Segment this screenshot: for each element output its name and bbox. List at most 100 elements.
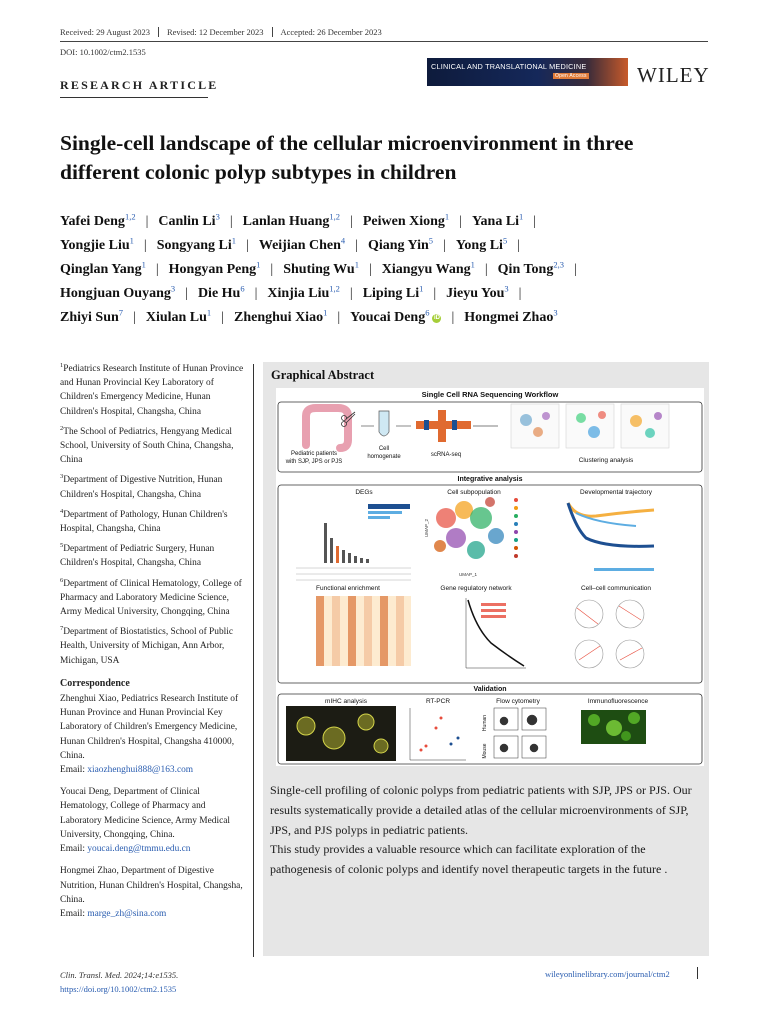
author-name-text: Hongyan Peng	[168, 262, 257, 277]
author-name[interactable]: Hongjuan Ouyang3	[60, 283, 176, 301]
author-separator: |	[533, 214, 537, 229]
author-name[interactable]: Xiulan Lu1	[146, 307, 212, 325]
affiliation-superscript[interactable]: 1	[470, 259, 475, 270]
affiliation-superscript[interactable]: 1	[141, 259, 146, 270]
email-link[interactable]: youcai.deng@tmmu.edu.cn	[87, 844, 191, 855]
affiliation-number: 4	[60, 507, 64, 515]
footer-doi-link[interactable]: https://doi.org/10.1002/ctm2.1535	[60, 983, 177, 994]
email-link[interactable]: marge_zh@sina.com	[87, 908, 167, 919]
author-name[interactable]: Shuting Wu1	[283, 259, 359, 277]
author-separator: |	[221, 310, 224, 325]
affiliation-superscript[interactable]: 3	[553, 307, 558, 318]
correspondence-list: Zhenghui Xiao, Pediatrics Research Insti…	[60, 692, 246, 921]
author-name-text: Xiangyu Wang	[381, 262, 471, 277]
author-name[interactable]: Yafei Deng1,2	[60, 211, 136, 229]
author-name[interactable]: Hongmei Zhao3	[464, 307, 558, 325]
affiliation-superscript[interactable]: 1	[129, 235, 134, 246]
affiliation-text: Department of Clinical Hematology, Colle…	[60, 578, 242, 618]
affiliation-superscript[interactable]: 1	[444, 211, 450, 222]
affiliation-superscript[interactable]: 1,2	[329, 283, 340, 294]
affiliation-number: 3	[60, 473, 64, 481]
affiliation-superscript[interactable]: 1	[256, 259, 261, 270]
affiliation-superscript[interactable]: 1	[419, 283, 424, 294]
affiliation-superscript[interactable]: 5	[502, 235, 508, 246]
email-link[interactable]: xiaozhenghui888@163.com	[87, 765, 194, 776]
author-separator: |	[518, 286, 522, 301]
affiliation-superscript[interactable]: 1	[231, 235, 237, 246]
author-name[interactable]: Yana Li1	[471, 211, 524, 229]
footer-divider	[697, 967, 698, 979]
author-separator: |	[355, 238, 358, 253]
author-name[interactable]: Die Hu6	[198, 283, 245, 301]
affiliation-superscript[interactable]: 3	[215, 211, 220, 222]
integrative-title: Integrative analysis	[458, 476, 523, 483]
author-separator: |	[185, 286, 188, 301]
author-name[interactable]: Youcai Deng6iD	[350, 307, 442, 325]
footer-journal-link[interactable]: wileyonlinelibrary.com/journal/ctm2	[545, 969, 670, 979]
affiliation-superscript[interactable]: 3	[170, 283, 176, 294]
affiliation-superscript[interactable]: 1	[519, 211, 524, 222]
affiliation-superscript[interactable]: 6	[240, 283, 245, 294]
workflow-step2-line1: Cell	[379, 446, 389, 452]
affiliation-superscript[interactable]: 5	[428, 235, 434, 246]
affiliation-text: Department of Biostatistics, School of P…	[60, 627, 234, 666]
author-name[interactable]: Xiangyu Wang1	[381, 259, 475, 277]
author-name[interactable]: Qiang Yin5	[368, 235, 434, 253]
author-name[interactable]: Qin Tong2,3	[498, 259, 564, 277]
publisher-logo[interactable]: WILEY	[637, 63, 710, 87]
workflow-step1-line2: with SJP, JPS or PJS	[285, 459, 343, 465]
author-name[interactable]: Peiwen Xiong1	[363, 211, 450, 229]
affiliation-superscript[interactable]: 3	[504, 283, 509, 294]
integrative-frame	[277, 484, 703, 684]
umap-x-label: UMAP_1	[459, 572, 478, 577]
correspondence-text: Hongmei Zhao, Department of Digestive Nu…	[60, 866, 243, 905]
affiliation-superscript[interactable]: 1	[323, 307, 328, 318]
affiliation-superscript[interactable]: 1,2	[124, 211, 136, 222]
author-name[interactable]: Qinglan Yang1	[60, 259, 146, 277]
author-name[interactable]: Songyang Li1	[156, 235, 237, 253]
mihc-image	[286, 706, 396, 761]
journal-logo[interactable]: CLINICAL AND TRANSLATIONAL MEDICINE Open…	[427, 58, 628, 86]
author-separator: |	[433, 286, 437, 301]
immunofluorescence-image	[581, 710, 646, 744]
affiliation-superscript[interactable]: 1	[354, 259, 359, 270]
author-name-text: Yana Li	[471, 214, 520, 229]
author-name[interactable]: Weijian Chen4	[259, 235, 346, 253]
graphical-abstract-figure[interactable]: Single Cell RNA Sequencing Workflow Pedi…	[276, 388, 704, 766]
affiliation-superscript[interactable]: 6	[425, 307, 430, 318]
author-name-text: Songyang Li	[156, 238, 232, 253]
affiliation-superscript[interactable]: 2,3	[553, 259, 564, 270]
revised-date: Revised: 12 December 2023	[159, 27, 273, 37]
author-name[interactable]: Xinjia Liu1,2	[267, 283, 340, 301]
email-label: Email:	[60, 844, 88, 855]
footer-citation: Clin. Transl. Med. 2024;14:e1535.	[60, 970, 179, 980]
author-separator: |	[229, 214, 233, 229]
orcid-icon[interactable]: iD	[432, 314, 442, 323]
author-name-text: Yafei Deng	[60, 214, 125, 229]
author-separator: |	[133, 310, 136, 325]
affiliation-superscript[interactable]: 4	[340, 235, 346, 246]
umap-y-label: UMAP_2	[424, 519, 429, 538]
affiliation-superscript[interactable]: 1	[206, 307, 212, 318]
author-line: Hongjuan Ouyang3 | Die Hu6 | Xinjia Liu1,2 | L…	[60, 283, 720, 310]
author-name[interactable]: Zhenghui Xiao1	[234, 307, 328, 325]
affiliation-superscript[interactable]: 7	[118, 307, 124, 318]
author-name[interactable]: Yong Li5	[456, 235, 508, 253]
author-name[interactable]: Hongyan Peng1	[168, 259, 261, 277]
author-separator: |	[517, 238, 520, 253]
accepted-date: Accepted: 26 December 2023	[280, 27, 382, 37]
author-name-text: Hongjuan Ouyang	[60, 286, 171, 301]
author-name[interactable]: Zhiyi Sun7	[60, 307, 124, 325]
correspondence-entry: Hongmei Zhao, Department of Digestive Nu…	[60, 864, 246, 921]
umap-scatter	[434, 497, 504, 559]
received-date: Received: 29 August 2023	[60, 27, 159, 37]
affiliation-superscript[interactable]: 1,2	[329, 211, 341, 222]
enrichment-heatmap	[316, 596, 411, 666]
affiliation-number: 7	[60, 625, 64, 633]
author-name[interactable]: Canlin Li3	[158, 211, 220, 229]
author-name[interactable]: Liping Li1	[363, 283, 424, 301]
author-name[interactable]: Jieyu You3	[446, 283, 509, 301]
author-name[interactable]: Yongjie Liu1	[60, 235, 134, 253]
author-separator: |	[349, 286, 353, 301]
author-name[interactable]: Lanlan Huang1,2	[243, 211, 341, 229]
